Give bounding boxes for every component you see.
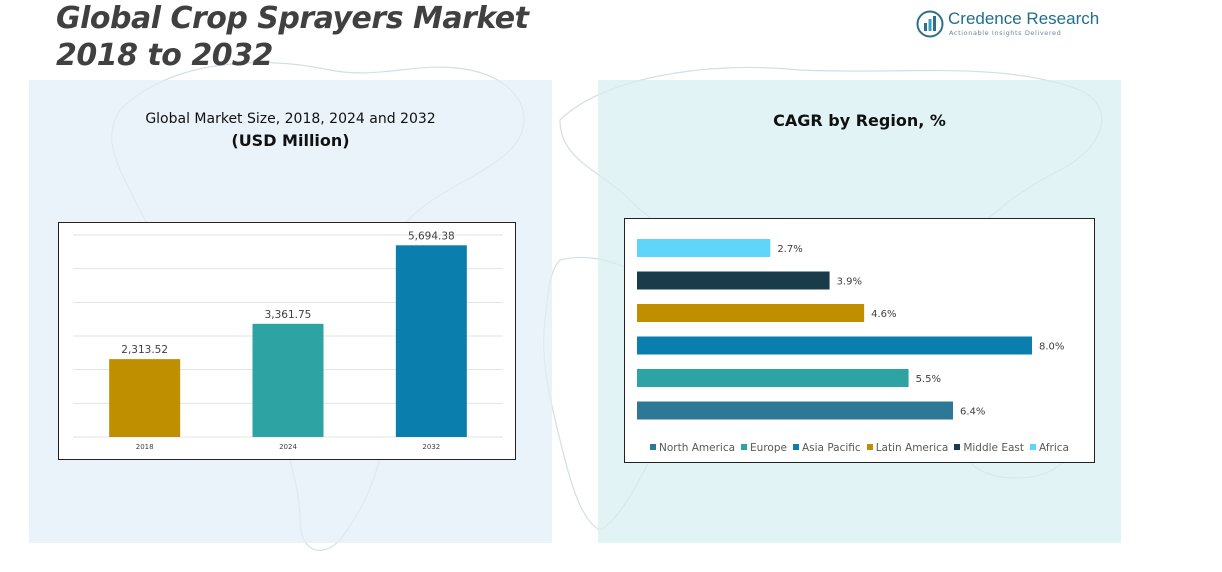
legend-label: Middle East [963, 442, 1025, 454]
bar-chart-circle-icon [916, 10, 944, 38]
cagr-bar-chart: 2.7% 3.9% 4.6% 8.0% 5.5% 6.4% [637, 239, 1064, 420]
cagr-legend: North America Europe Asia Pacific Latin Ame… [625, 442, 1094, 454]
market-size-unit: (USD Million) [231, 131, 350, 150]
bar-2032 [395, 245, 467, 437]
bar-value-label: 5.5% [916, 374, 941, 385]
legend-swatch [792, 444, 799, 450]
legend-label: North America [659, 442, 736, 454]
cagr-title: CAGR by Region, % [773, 111, 946, 130]
bar-value-label: 3,361.75 [265, 309, 312, 321]
page-title: Global Crop Sprayers Market 2018 to 2032 [56, 0, 529, 74]
legend-item: Middle East [954, 442, 1024, 454]
x-tick-label: 2024 [279, 443, 297, 451]
bar-value-label: 2,313.52 [121, 344, 168, 356]
title-line-2: 2018 to 2032 [56, 38, 273, 73]
legend-label: Asia Pacific [801, 442, 861, 454]
legend-item: Asia Pacific [792, 442, 861, 454]
bar-value-label: 3.9% [837, 277, 862, 288]
legend-swatch [954, 444, 961, 450]
bar-value-label: 5,694.38 [408, 230, 455, 242]
bar-value-label: 6.4% [960, 407, 985, 418]
brand-name: Credence Research [948, 9, 1100, 28]
legend-label: Latin America [875, 442, 949, 454]
bar-middle-east [637, 271, 830, 290]
cagr-chart: 2.7% 3.9% 4.6% 8.0% 5.5% 6.4% North America Eu… [624, 218, 1095, 463]
x-tick-label: 2032 [422, 443, 440, 451]
title-line-1: Global Crop Sprayers Market [56, 1, 529, 36]
legend-label: Africa [1039, 442, 1069, 454]
legend-label: Europe [750, 442, 787, 454]
bar-value-label: 2.7% [777, 244, 802, 255]
legend-swatch [741, 444, 748, 450]
bar-value-label: 8.0% [1039, 342, 1064, 353]
x-tick-label: 2018 [136, 443, 154, 451]
legend-item: North America [650, 442, 735, 454]
bar-value-label: 4.6% [871, 309, 896, 320]
bar-africa [637, 239, 771, 257]
market-size-subtitle: Global Market Size, 2018, 2024 and 2032 [145, 111, 436, 127]
bar-asia-pacific [637, 336, 1032, 355]
market-size-panel: Global Market Size, 2018, 2024 and 2032 … [29, 80, 552, 543]
legend-item: Europe [741, 442, 787, 454]
brand-logo: Credence Research Actionable Insights De… [916, 8, 1106, 40]
bar-latin-america [637, 304, 865, 322]
market-size-bar-chart: 2,313.52 2018 3,361.75 2024 5,694.38 2032 [73, 230, 503, 451]
legend-item: Africa [1030, 442, 1069, 454]
bar-north-america [637, 401, 953, 420]
brand-tagline: Actionable Insights Delivered [949, 29, 1062, 37]
bar-2024 [252, 323, 324, 437]
cagr-panel: CAGR by Region, % 2.7% 3.9% 4.6% 8.0% 5.5% 6.… [598, 80, 1121, 543]
legend-item: Latin America [866, 442, 949, 454]
market-size-chart: 2,313.52 2018 3,361.75 2024 5,694.38 2032 [58, 222, 516, 460]
bar-2018 [109, 359, 181, 437]
legend-swatch [1030, 444, 1037, 450]
legend-swatch [650, 444, 657, 450]
bar-europe [637, 369, 909, 387]
legend-swatch [866, 444, 873, 450]
